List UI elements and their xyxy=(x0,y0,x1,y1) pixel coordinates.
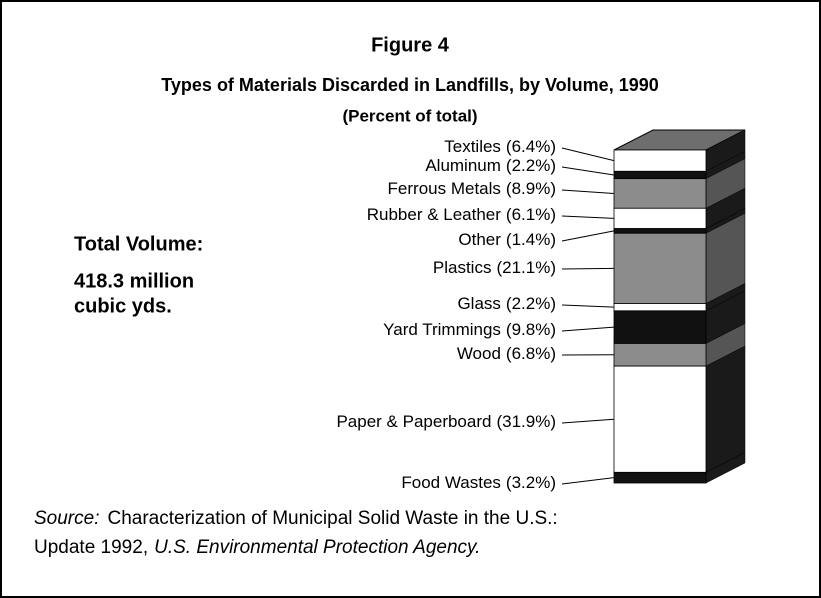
leader-line xyxy=(561,166,615,176)
bar-segment xyxy=(613,310,707,344)
category-name: Yard Trimmings xyxy=(383,320,501,339)
source-text: Update 1992, xyxy=(34,537,148,558)
bar-segment xyxy=(613,207,707,229)
source-lead: Source: xyxy=(34,508,99,529)
segment-label: Other (1.4%) xyxy=(458,230,556,249)
value-label: (1.4%) xyxy=(506,230,556,249)
bar-segment xyxy=(613,228,707,234)
source-text: Characterization of Municipal Solid Wast… xyxy=(107,508,557,529)
value-label: (6.1%) xyxy=(506,205,556,224)
value-label: (21.1%) xyxy=(496,258,556,277)
bar-segment xyxy=(613,178,707,209)
segment-label: Aluminum (2.2%) xyxy=(425,156,556,175)
bar-segment xyxy=(613,471,707,484)
bar-segment xyxy=(613,170,707,180)
category-name: Glass xyxy=(457,294,500,313)
value-label: (9.8%) xyxy=(506,320,556,339)
segment-label: Rubber & Leather (6.1%) xyxy=(367,205,556,224)
source: Source: Characterization of Municipal Sol… xyxy=(34,508,558,529)
segment-label: Wood (6.8%) xyxy=(457,344,556,363)
value-label: (2.2%) xyxy=(506,156,556,175)
annotation: cubic yds. xyxy=(74,295,172,317)
category-name: Food Wastes xyxy=(401,473,501,492)
source-agency: U.S. Environmental Protection Agency. xyxy=(154,537,480,558)
value-label: (8.9%) xyxy=(506,179,556,198)
segment-label: Glass (2.2%) xyxy=(457,294,556,313)
chart-subtitle: Types of Materials Discarded in Landfill… xyxy=(161,75,659,95)
source: Update 1992, U.S. Environmental Protectio… xyxy=(34,537,480,558)
leader-line xyxy=(561,304,615,308)
segment-label: Textiles (6.4%) xyxy=(444,137,556,156)
segment-label: Yard Trimmings (9.8%) xyxy=(383,320,556,339)
category-name: Paper & Paperboard xyxy=(336,412,491,431)
segment-label: Paper & Paperboard (31.9%) xyxy=(336,412,556,431)
leader-line xyxy=(561,230,615,242)
bar-segment xyxy=(613,149,707,172)
chart-title: Figure 4 xyxy=(371,34,450,56)
category-name: Textiles xyxy=(444,137,501,156)
leader-line xyxy=(561,189,615,194)
unit-note: (Percent of total) xyxy=(342,106,477,125)
category-name: Wood xyxy=(457,344,501,363)
bar-segment xyxy=(613,232,707,304)
leader-line xyxy=(561,147,615,162)
annotation: Total Volume: xyxy=(74,233,203,255)
bar-side xyxy=(705,345,746,473)
value-label: (31.9%) xyxy=(496,412,556,431)
leader-line xyxy=(561,418,615,424)
category-name: Other xyxy=(458,230,501,249)
value-label: (6.4%) xyxy=(506,137,556,156)
leader-line xyxy=(561,477,615,485)
segment-label: Ferrous Metals (8.9%) xyxy=(388,179,556,198)
leader-line xyxy=(561,326,615,332)
value-label: (2.2%) xyxy=(506,294,556,313)
category-name: Plastics xyxy=(433,258,492,277)
category-name: Rubber & Leather xyxy=(367,205,502,224)
leader-line xyxy=(561,267,615,270)
category-name: Ferrous Metals xyxy=(388,179,501,198)
segment-label: Plastics (21.1%) xyxy=(433,258,556,277)
leader-line xyxy=(561,215,615,219)
bar-segment xyxy=(613,365,707,473)
value-label: (3.2%) xyxy=(506,473,556,492)
annotation: 418.3 million xyxy=(74,270,194,292)
value-label: (6.8%) xyxy=(506,344,556,363)
category-name: Aluminum xyxy=(425,156,501,175)
bar-segment xyxy=(613,303,707,312)
bar-segment xyxy=(613,343,707,367)
segment-label: Food Wastes (3.2%) xyxy=(401,473,556,492)
